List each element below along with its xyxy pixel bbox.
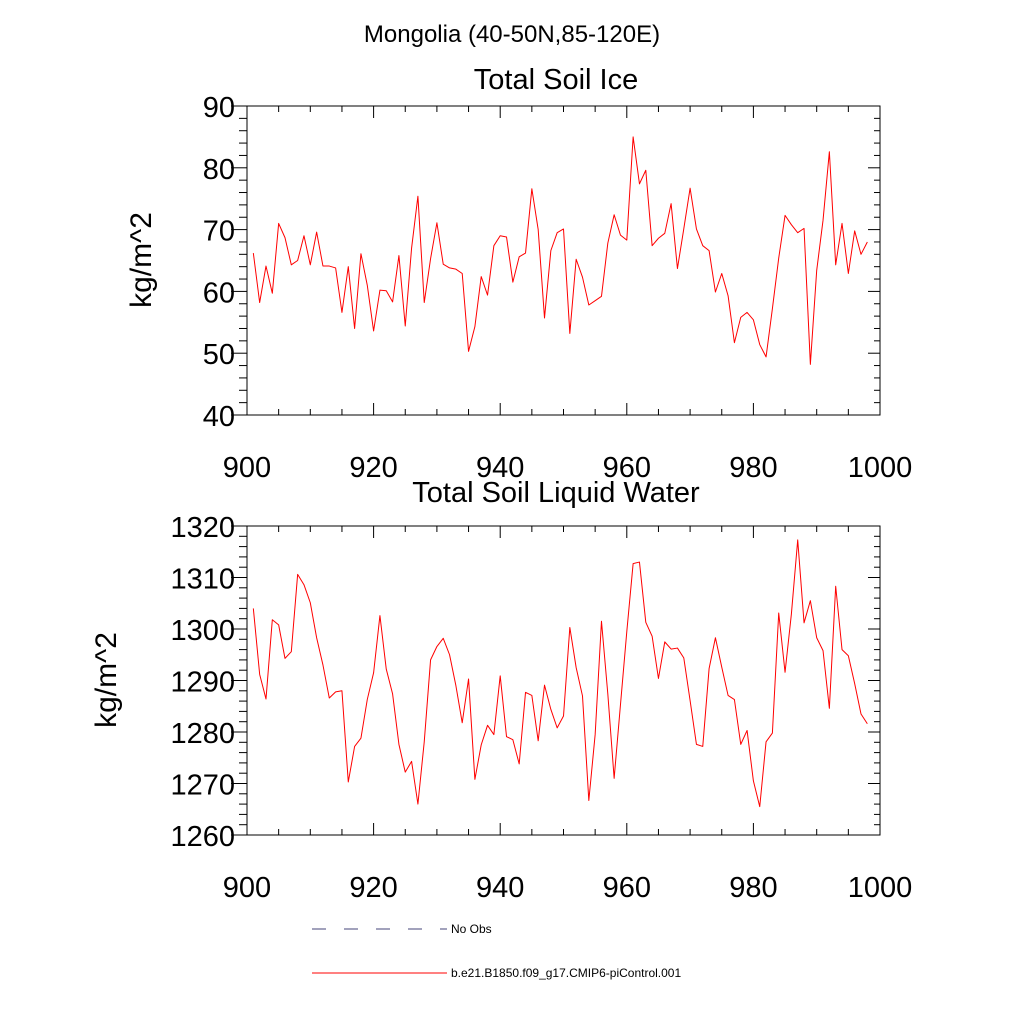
y-tick-label-soil-liquid-water: 1320 [170,512,235,544]
plot-title-soil-liquid-water: Total Soil Liquid Water [412,477,700,509]
y-tick-label-soil-ice: 40 [203,401,235,433]
plot-title-soil-ice: Total Soil Ice [474,64,638,96]
series-line-soil-ice [252,136,868,365]
series-soil-liquid-water [252,539,868,808]
x-tick-label-soil-liquid-water: 920 [349,872,397,904]
x-tick-label-soil-liquid-water: 940 [476,872,524,904]
x-tick-label-soil-liquid-water: 900 [223,872,271,904]
series-soil-ice [252,136,868,365]
series-line-soil-liquid-water [252,539,868,808]
y-tick-label-soil-liquid-water: 1270 [170,770,235,802]
y-axis-label-soil-liquid-water: kg/m^2 [90,632,123,728]
axes-soil-ice [246,105,881,416]
x-tick-label-soil-liquid-water: 960 [603,872,651,904]
x-tick-label-soil-ice: 980 [729,452,777,484]
x-tick-label-soil-ice: 960 [603,452,651,484]
y-tick-label-soil-ice: 70 [203,216,235,248]
legend-label-no-obs: No Obs [451,922,492,936]
y-tick-label-soil-liquid-water: 1280 [170,718,235,750]
plot-soil-liquid-water: Total Soil Liquid Water kg/m^2 900 920 940… [90,477,912,904]
ticks-soil-ice: 900 920 940 960 980 1000 40 50 60 70 80 90 [203,92,913,484]
x-tick-label-soil-ice: 940 [476,452,524,484]
axes-soil-liquid-water [246,525,881,836]
y-tick-label-soil-ice: 50 [203,339,235,371]
y-tick-label-soil-liquid-water: 1260 [170,821,235,853]
x-tick-label-soil-ice: 900 [223,452,271,484]
y-tick-label-soil-ice: 90 [203,92,235,124]
x-tick-label-soil-liquid-water: 980 [729,872,777,904]
plot-frame-soil-liquid-water [246,525,881,836]
y-tick-label-soil-liquid-water: 1290 [170,667,235,699]
y-tick-label-soil-ice: 60 [203,277,235,309]
plot-soil-ice: Total Soil Ice kg/m^2 900 920 940 960 980 100… [125,64,912,484]
legend: No Obs b.e21.B1850.f09_g17.CMIP6-piContr… [312,922,681,980]
plot-frame-soil-ice [246,105,881,416]
ticks-soil-liquid-water: 900 920 940 960 980 1000 1260 1270 1280 1290 1300 1… [170,512,912,904]
figure-title: Mongolia (40-50N,85-120E) [364,21,660,48]
x-tick-label-soil-ice: 1000 [848,452,913,484]
y-axis-label-soil-ice: kg/m^2 [125,212,158,308]
y-tick-label-soil-liquid-water: 1310 [170,564,235,596]
legend-label-picontrol: b.e21.B1850.f09_g17.CMIP6-piControl.001 [451,966,681,980]
x-tick-label-soil-liquid-water: 1000 [848,872,913,904]
x-tick-label-soil-ice: 920 [349,452,397,484]
y-tick-label-soil-liquid-water: 1300 [170,615,235,647]
y-tick-label-soil-ice: 80 [203,154,235,186]
